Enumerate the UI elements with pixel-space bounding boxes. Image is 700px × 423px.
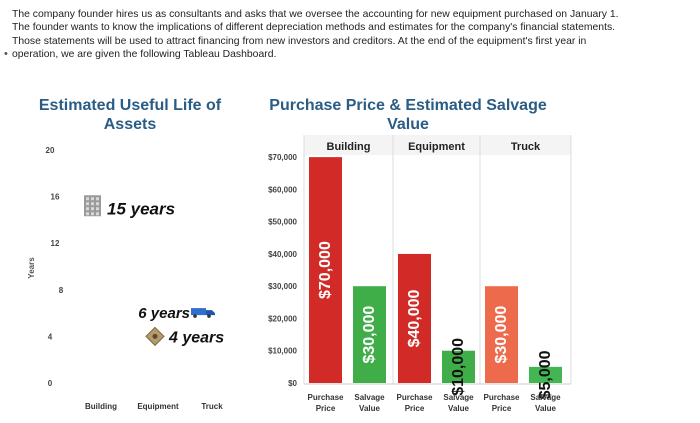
building-window xyxy=(96,212,99,216)
y-axis-title-years: Years xyxy=(27,257,36,279)
group-header-label: Building xyxy=(327,141,371,153)
bar-value-label: $30,000 xyxy=(361,306,378,364)
y-tick-label-years: 8 xyxy=(59,286,64,295)
bar-category-label: Purchase xyxy=(483,393,520,402)
x-category-label: Equipment xyxy=(137,402,179,411)
bar-category-label: Salvage xyxy=(354,393,385,402)
useful-life-title: Estimated Useful Life of Assets xyxy=(22,96,238,134)
y-tick-label-dollars: $0 xyxy=(288,379,297,388)
y-tick-label-years: 20 xyxy=(46,146,55,155)
data-label-years: 15 years xyxy=(107,199,175,218)
y-tick-label-years: 4 xyxy=(48,332,53,341)
intro-text: The company founder hires us as consulta… xyxy=(12,8,698,61)
x-category-label: Building xyxy=(85,402,117,411)
building-window xyxy=(86,212,89,216)
y-tick-label-dollars: $20,000 xyxy=(268,314,297,323)
truck-wheel xyxy=(193,314,197,318)
building-window xyxy=(86,207,89,211)
x-category-label: Truck xyxy=(201,402,223,411)
purchase-salvage-title-line: Purchase Price & Estimated Salvage xyxy=(269,97,547,114)
bar-category-label: Purchase xyxy=(396,393,433,402)
bar-category-label: Value xyxy=(448,404,469,413)
intro-line: Those statements will be used to attract… xyxy=(12,35,587,47)
intro-line: The company founder hires us as consulta… xyxy=(12,9,619,20)
y-tick-label-years: 12 xyxy=(51,239,60,248)
building-window xyxy=(91,212,94,216)
group-header-label: Equipment xyxy=(408,141,465,153)
bar-category-label: Price xyxy=(405,404,425,413)
y-tick-label-dollars: $70,000 xyxy=(268,153,297,162)
bar xyxy=(529,366,562,383)
bar-category-label: Salvage xyxy=(443,393,474,402)
equipment-hub xyxy=(152,333,158,339)
bar xyxy=(442,350,475,383)
bar-category-label: Salvage xyxy=(530,393,561,402)
y-tick-label-dollars: $40,000 xyxy=(268,250,297,259)
bar xyxy=(353,286,386,383)
building-body xyxy=(84,195,101,217)
y-tick-label-dollars: $10,000 xyxy=(268,347,297,356)
intro-line: The founder wants to know the implicatio… xyxy=(12,22,616,34)
bar xyxy=(398,253,431,383)
y-tick-label-years: 16 xyxy=(51,193,60,202)
bar-category-label: Price xyxy=(316,404,336,413)
bullet-icon: • xyxy=(4,48,8,60)
equipment-icon xyxy=(145,326,165,347)
group-header-band xyxy=(304,135,571,155)
building-window xyxy=(96,197,99,201)
bar-value-label: $30,000 xyxy=(493,306,510,364)
building-window xyxy=(91,202,94,206)
building-window xyxy=(86,202,89,206)
bar-value-label: $5,000 xyxy=(537,350,554,399)
useful-life-title-line: Estimated Useful Life of xyxy=(38,97,222,114)
bar-category-label: Value xyxy=(535,404,556,413)
y-tick-label-dollars: $50,000 xyxy=(268,218,297,227)
bar-category-label: Price xyxy=(492,404,512,413)
y-tick-label-dollars: $30,000 xyxy=(268,282,297,291)
building-window xyxy=(96,207,99,211)
intro-line: operation, we are given the following Ta… xyxy=(12,48,277,60)
building-window xyxy=(96,202,99,206)
building-icon xyxy=(84,195,101,217)
useful-life-title-line: Assets xyxy=(103,116,157,133)
bar-value-label: $70,000 xyxy=(317,241,334,299)
building-window xyxy=(91,197,94,201)
bar-category-label: Value xyxy=(359,404,380,413)
truck-cab xyxy=(206,310,215,316)
y-tick-label-years: 0 xyxy=(48,379,53,388)
y-tick-label-dollars: $60,000 xyxy=(268,185,297,194)
bar-value-label: $10,000 xyxy=(450,338,467,396)
truck-wheel xyxy=(207,314,211,318)
group-header-label: Truck xyxy=(511,141,541,153)
data-label-years: 4 years xyxy=(168,329,224,346)
building-window xyxy=(86,197,89,201)
data-label-years: 6 years xyxy=(138,305,190,322)
purchase-salvage-title: Purchase Price & Estimated Salvage Value xyxy=(248,96,568,134)
building-window xyxy=(91,207,94,211)
bar xyxy=(485,286,518,383)
bar-category-label: Purchase xyxy=(307,393,344,402)
bar-value-label: $40,000 xyxy=(406,289,423,347)
bar xyxy=(309,157,342,383)
truck-icon xyxy=(191,308,215,318)
purchase-salvage-title-line: Value xyxy=(387,116,429,133)
truck-cargo xyxy=(191,308,206,316)
